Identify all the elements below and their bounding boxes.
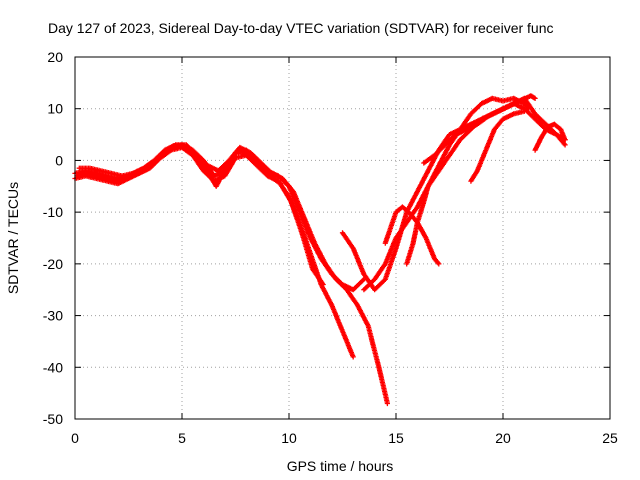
axis-ticks: 0 5 10 15 20 25 -50 -40 -30 -20 -10 0 10 20 — [43, 49, 618, 446]
series-line — [79, 144, 389, 404]
chart-title: Day 127 of 2023, Sidereal Day-to-day VTE… — [48, 20, 554, 36]
y-tick-label: -50 — [43, 411, 63, 427]
y-tick-label: 10 — [47, 101, 63, 117]
series-track-10 — [468, 108, 527, 184]
series-markers — [404, 95, 532, 267]
series-track-1 — [72, 142, 367, 293]
series-track-5 — [339, 95, 568, 293]
x-axis-label: GPS time / hours — [287, 458, 394, 474]
series-markers — [74, 143, 326, 288]
series-track-9 — [421, 93, 538, 166]
series-markers — [339, 95, 568, 293]
x-tick-label: 20 — [495, 430, 511, 446]
y-axis-label: SDTVAR / TECUs — [5, 182, 21, 294]
series-markers — [421, 93, 538, 166]
x-tick-label: 0 — [71, 430, 79, 446]
y-tick-label: 20 — [47, 49, 63, 65]
y-tick-label: 0 — [55, 152, 63, 168]
series-line — [341, 97, 566, 291]
x-tick-label: 25 — [602, 430, 618, 446]
series-line — [74, 144, 365, 291]
series-track-11 — [532, 121, 568, 153]
y-tick-label: -30 — [43, 308, 63, 324]
x-tick-label: 10 — [281, 430, 297, 446]
series-markers — [72, 142, 367, 293]
y-tick-label: -20 — [43, 256, 63, 272]
data-series — [72, 93, 568, 407]
x-tick-label: 15 — [388, 430, 404, 446]
y-tick-label: -40 — [43, 359, 63, 375]
series-track-8 — [404, 95, 532, 267]
plot-frame — [74, 56, 611, 420]
y-tick-label: -10 — [43, 204, 63, 220]
x-tick-label: 5 — [178, 430, 186, 446]
series-markers — [532, 121, 568, 153]
series-markers — [468, 108, 527, 184]
series-track-4 — [74, 143, 326, 288]
